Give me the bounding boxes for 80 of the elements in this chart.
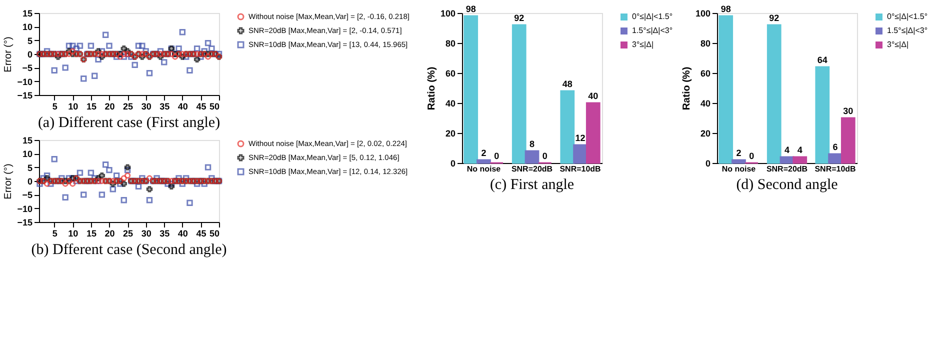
y-axis-title: Error (°)	[3, 36, 14, 72]
x-tick-label: SNR=20dB	[766, 164, 808, 174]
y-tick-label: 0	[27, 176, 32, 186]
y-tick-label: 20	[445, 128, 456, 138]
y-tick-label: 15	[22, 136, 32, 146]
data-label: 48	[562, 79, 572, 89]
data-label: 4	[797, 145, 802, 155]
data-label: 98	[720, 4, 731, 14]
x-tick-label: 10	[68, 228, 78, 238]
x-tick-label: 20	[104, 102, 115, 112]
text: (d) Second angle	[736, 177, 838, 193]
x-tick-label: No noise	[722, 164, 756, 174]
y-tick-label: 0	[27, 50, 32, 60]
x-tick-label: 40	[178, 102, 188, 112]
x-tick-label: 5	[52, 228, 58, 238]
x-tick-label: 35	[160, 102, 170, 112]
x-tick-label: 5	[52, 102, 58, 112]
data-label: 8	[529, 139, 535, 149]
legend-label: 3°≤|Δ|	[887, 40, 909, 49]
x-tick-label: SNR=10dB	[814, 164, 856, 174]
x-tick-label: 15	[86, 102, 96, 112]
y-tick-label: 10	[22, 149, 32, 160]
legend-label: 1.5°≤|Δ|<3°	[632, 26, 673, 35]
y-tick-label: 60	[445, 68, 456, 78]
x-tick-label: 50	[209, 102, 220, 112]
y-tick-label: 80	[445, 38, 456, 48]
x-tick-label: 45	[196, 102, 206, 112]
y-tick-label: 20	[700, 128, 710, 138]
data-label: 92	[769, 13, 780, 23]
data-label: 0	[749, 151, 754, 161]
legend-label: 0°≤|Δ|<1.5°	[632, 12, 673, 21]
y-tick-label: 10	[22, 22, 32, 32]
y-tick-label: 80	[700, 38, 710, 48]
data-label: 0	[494, 151, 500, 161]
y-tick-label: −10	[17, 76, 32, 87]
x-tick-label: 30	[141, 102, 152, 112]
y-tick-label: 100	[440, 8, 456, 18]
y-tick-label: 100	[695, 8, 710, 18]
y-tick-label: −10	[17, 204, 32, 214]
x-tick-label: SNR=10dB	[560, 164, 602, 174]
data-label: 2	[481, 148, 486, 158]
y-tick-label: 0	[705, 158, 710, 168]
y-tick-label: 60	[700, 68, 710, 78]
x-tick-label: SNR=20dB	[511, 164, 553, 174]
data-label: 40	[588, 91, 598, 101]
y-tick-label: 15	[22, 8, 32, 18]
y-tick-label: 0	[450, 158, 456, 168]
y-tick-label: 5	[27, 36, 32, 46]
x-tick-label: 25	[123, 102, 134, 112]
x-tick-label: 20	[104, 228, 115, 238]
y-axis-title: Ratio (%)	[426, 66, 438, 110]
x-tick-label: 30	[141, 228, 152, 238]
data-label: 0	[542, 151, 548, 161]
legend-label: 0°≤|Δ|<1.5°	[887, 12, 928, 21]
x-tick-label: 45	[196, 228, 206, 238]
x-tick-label: 40	[178, 228, 188, 238]
legend-label: 3°≤|Δ|	[632, 40, 654, 49]
data-label: 64	[817, 55, 828, 65]
data-label: 92	[514, 13, 524, 23]
data-label: 6	[832, 142, 838, 152]
data-label: 12	[575, 133, 586, 143]
x-tick-label: 10	[68, 102, 78, 112]
y-axis-title: Ratio (%)	[681, 66, 692, 110]
data-label: 98	[466, 4, 476, 14]
text: (a) Different case (First angle)	[38, 115, 220, 131]
y-tick-label: −5	[22, 190, 32, 200]
x-tick-label: 50	[209, 228, 220, 238]
y-axis-title: Error (°)	[3, 164, 14, 200]
data-label: 2	[736, 148, 742, 158]
y-tick-label: −15	[17, 90, 32, 100]
x-tick-label: 15	[86, 228, 96, 238]
y-tick-label: −15	[17, 218, 32, 228]
x-tick-label: 25	[123, 228, 134, 238]
legend-label: 1.5°≤|Δ|<3°	[887, 26, 928, 35]
text: (c) First angle	[490, 177, 574, 193]
text: (b) Dfferent case (Second angle)	[31, 242, 227, 258]
x-tick-label: 35	[160, 228, 170, 238]
y-tick-label: −5	[22, 63, 32, 74]
x-tick-label: No noise	[466, 164, 502, 174]
data-label: 4	[784, 145, 790, 155]
